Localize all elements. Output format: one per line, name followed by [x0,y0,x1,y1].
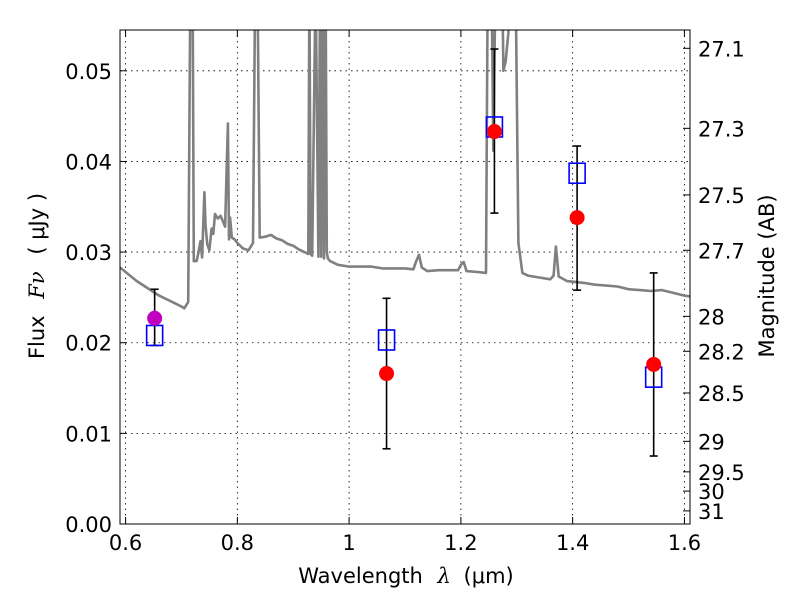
x-axis-title: Wavelength λ (μm) [298,564,513,588]
x-tick-label: 1.2 [444,531,477,555]
observed-flux-point [646,357,661,372]
y-tick-label: 0.02 [65,332,112,356]
model-spectrum [120,0,690,308]
spectrum-line [120,0,690,308]
x-axis-symbol: λ [437,564,451,588]
magnitude-tick-label: 31 [698,500,725,524]
x-tick-label: 1.6 [668,531,701,555]
y-axis-label: Flux [25,315,49,359]
x-axis-unit: (μm) [464,564,514,588]
y-axis-unit: ( μJy ) [25,193,49,255]
y-axis-symbol: Fν [25,271,49,300]
x-tick-label: 0.8 [221,531,254,555]
observed-flux-point [147,311,162,326]
data-points [147,49,662,456]
plot-frame [120,30,690,524]
right-axis-title: Magnitude (AB) [755,194,779,357]
observed-flux-point [570,210,585,225]
magnitude-tick-label: 27.7 [698,239,745,263]
y-tick-label: 0.05 [65,60,112,84]
x-tick-label: 1.4 [556,531,589,555]
magnitude-tick-label: 27.1 [698,37,745,61]
magnitude-tick-label: 28 [698,305,725,329]
y-tick-label: 0.04 [65,150,112,174]
magnitude-tick-label: 28.2 [698,340,745,364]
magnitude-tick-label: 27.5 [698,184,745,208]
observed-flux-point [487,124,502,139]
y-tick-label: 0.03 [65,241,112,265]
magnitude-tick-label: 27.3 [698,117,745,141]
y-axis-title: Flux Fν ( μJy ) [25,193,49,359]
x-tick-label: 1 [342,531,355,555]
y-tick-label: 0.00 [65,513,112,537]
observed-flux-point [379,366,394,381]
grid-lines [120,30,690,524]
axis-ticks: 0.6 0.8 1 1.2 1.4 1.6 0.00 0.01 0.02 0.03 0.04 0.05… [65,30,745,555]
x-tick-label: 0.6 [109,531,142,555]
magnitude-tick-label: 29 [698,430,725,454]
x-axis-label: Wavelength [298,564,423,588]
y-tick-label: 0.01 [65,422,112,446]
magnitude-tick-label: 28.5 [698,382,745,406]
sed-chart: 0.6 0.8 1 1.2 1.4 1.6 0.00 0.01 0.02 0.03 0.04 0.05… [0,0,800,600]
